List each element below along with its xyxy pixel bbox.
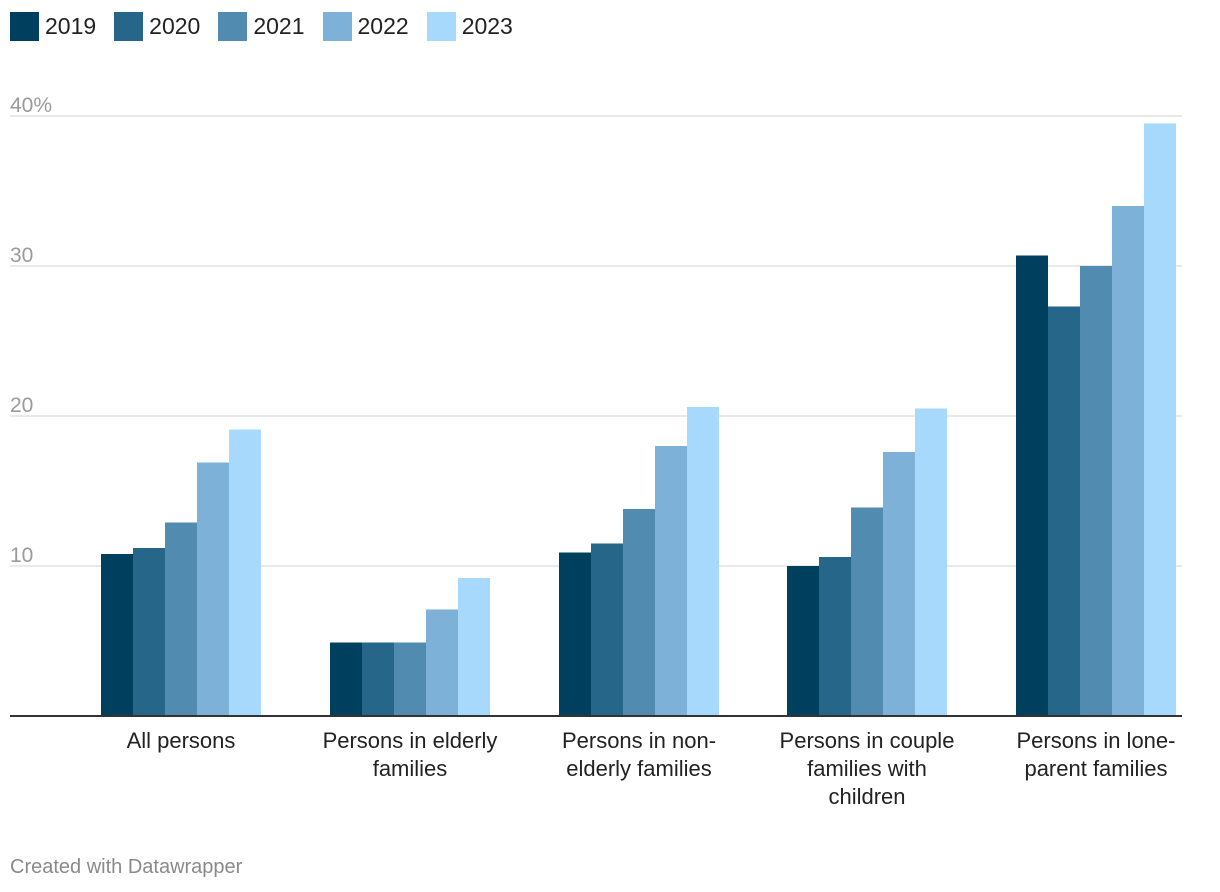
bar-2019-cat-1 — [330, 642, 362, 716]
category-label: All persons — [127, 728, 236, 753]
category-label: families with — [807, 756, 927, 781]
bar-2021-cat-4 — [1080, 266, 1112, 716]
bar-2022-cat-3 — [883, 452, 915, 716]
legend-label: 2021 — [253, 13, 305, 39]
legend-item-2022: 2022 — [322, 12, 409, 41]
category-label: families — [373, 756, 448, 781]
category-label: parent families — [1024, 756, 1167, 781]
legend-label: 2023 — [461, 13, 513, 39]
category-label: Persons in elderly — [323, 728, 498, 753]
bar-2021-cat-3 — [851, 507, 883, 716]
legend-label: 2020 — [149, 13, 201, 39]
legend-item-2019: 2019 — [10, 12, 96, 41]
legend-swatch — [218, 12, 248, 41]
chart-legend: 2019 2020 2021 2022 2023 — [10, 12, 531, 41]
bar-2019-cat-2 — [559, 552, 591, 716]
bar-2020-cat-0 — [133, 548, 165, 716]
bar-2022-cat-4 — [1112, 206, 1144, 716]
legend-label: 2019 — [45, 13, 97, 39]
bar-2023-cat-0 — [229, 429, 261, 716]
bar-2023-cat-4 — [1144, 123, 1176, 716]
bar-2022-cat-0 — [197, 462, 229, 716]
bar-2019-cat-0 — [101, 554, 133, 716]
category-label: Persons in non- — [562, 728, 716, 753]
legend-swatch — [322, 12, 352, 41]
bar-2021-cat-1 — [394, 642, 426, 716]
category-label: children — [828, 784, 905, 809]
y-tick-label: 20 — [10, 394, 33, 417]
legend-label: 2022 — [357, 13, 409, 39]
y-tick-label: 40% — [10, 94, 52, 117]
bar-2022-cat-2 — [655, 446, 687, 716]
bars — [101, 123, 1176, 716]
category-label: Persons in lone- — [1017, 728, 1176, 753]
bar-2020-cat-1 — [362, 642, 394, 716]
y-tick-label: 10 — [10, 544, 33, 567]
credit-text: Created with Datawrapper — [10, 856, 243, 878]
legend-swatch — [114, 12, 144, 41]
bar-2020-cat-3 — [819, 557, 851, 716]
bar-2021-cat-2 — [623, 509, 655, 716]
bar-2020-cat-4 — [1048, 306, 1080, 716]
gridlines — [10, 115, 1182, 567]
category-labels: All persons Persons in elderly families Per… — [127, 728, 1176, 809]
bar-2019-cat-4 — [1016, 255, 1048, 716]
legend-item-2021: 2021 — [218, 12, 305, 41]
legend-swatch — [10, 12, 39, 41]
bar-2021-cat-0 — [165, 522, 197, 716]
legend-item-2023: 2023 — [426, 12, 513, 41]
category-label: elderly families — [566, 756, 712, 781]
category-label: Persons in couple — [780, 728, 955, 753]
bar-2023-cat-2 — [687, 407, 719, 716]
y-axis-ticks: 10 20 30 40% — [10, 94, 52, 567]
bar-2023-cat-1 — [458, 578, 490, 716]
bar-2020-cat-2 — [591, 543, 623, 716]
bar-2019-cat-3 — [787, 566, 819, 716]
y-tick-label: 30 — [10, 244, 33, 267]
legend-item-2020: 2020 — [114, 12, 200, 41]
legend-swatch — [426, 12, 456, 41]
bar-2022-cat-1 — [426, 609, 458, 716]
bar-2023-cat-3 — [915, 408, 947, 716]
